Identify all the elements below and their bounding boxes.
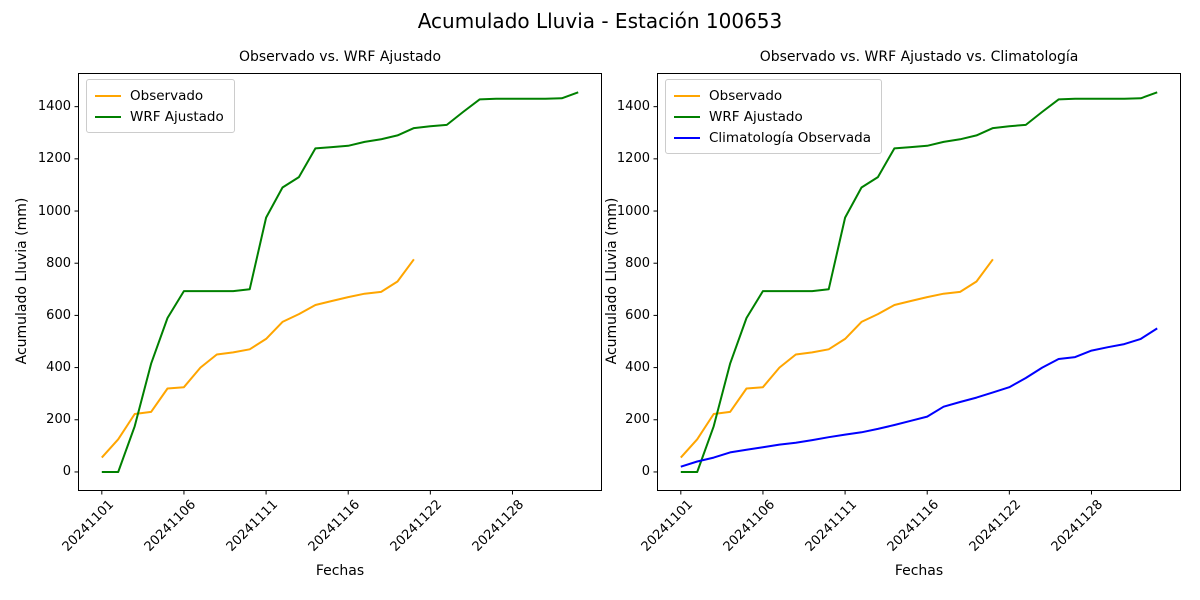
- left-chart-plot-frame: [78, 73, 602, 491]
- y-tick-label: 0: [62, 464, 71, 480]
- y-tick-label: 200: [625, 412, 650, 428]
- x-tick-label: 20241122: [966, 497, 1025, 555]
- right-chart-legend: Observado WRF Ajustado Climatología Observ…: [665, 79, 882, 154]
- right-chart-x-axis-label: Fechas: [894, 563, 944, 579]
- y-tick-label: 1400: [37, 99, 71, 115]
- y-tick-label: 1400: [616, 99, 650, 115]
- y-tick-label: 400: [625, 360, 650, 376]
- legend-line-swatch: [674, 115, 700, 118]
- y-tick-label: 600: [46, 307, 71, 323]
- x-tick-label: 20241106: [720, 497, 778, 555]
- x-tick-label: 20241122: [387, 497, 446, 555]
- legend-line-swatch: [674, 94, 700, 97]
- y-tick-label: 800: [46, 255, 71, 271]
- y-tick-label: 1000: [37, 203, 71, 219]
- left-chart-x-axis-label: Fechas: [315, 563, 365, 579]
- right-chart-title: Observado vs. WRF Ajustado vs. Climatolo…: [759, 49, 1079, 65]
- legend-label: Observado: [709, 87, 783, 104]
- y-tick-label: 0: [641, 464, 650, 480]
- legend-line-swatch: [95, 115, 121, 118]
- y-tick-label: 600: [625, 307, 650, 323]
- series-line-wrf-ajustado: [101, 91, 579, 473]
- x-tick-label: 20241111: [223, 497, 281, 555]
- x-tick-label: 20241116: [884, 497, 943, 555]
- left-chart-legend: Observado WRF Ajustado: [86, 79, 235, 133]
- left-chart-title: Observado vs. WRF Ajustado: [238, 49, 442, 65]
- series-line-observado: [101, 258, 415, 459]
- x-tick-label: 20241101: [638, 497, 696, 555]
- legend-entry: Observado: [674, 85, 871, 106]
- y-tick-label: 200: [46, 412, 71, 428]
- legend-line-swatch: [674, 136, 700, 139]
- y-tick-label: 400: [46, 360, 71, 376]
- x-tick-label: 20241116: [305, 497, 364, 555]
- y-tick-label: 800: [625, 255, 650, 271]
- figure-title: Acumulado Lluvia - Estación 100653: [417, 9, 783, 33]
- y-tick-label: 1000: [616, 203, 650, 219]
- series-line-observado: [680, 258, 994, 459]
- legend-entry: WRF Ajustado: [674, 106, 871, 127]
- legend-line-swatch: [95, 94, 121, 97]
- legend-label: Climatología Observada: [709, 129, 871, 146]
- y-tick-label: 1200: [616, 151, 650, 167]
- y-tick-label: 1200: [37, 151, 71, 167]
- legend-entry: Climatología Observada: [674, 127, 871, 148]
- legend-entry: WRF Ajustado: [95, 106, 224, 127]
- x-tick-label: 20241128: [469, 497, 528, 555]
- series-line-climatolog-a-observada: [680, 327, 1158, 468]
- x-tick-label: 20241111: [802, 497, 860, 555]
- x-tick-label: 20241106: [141, 497, 199, 555]
- legend-entry: Observado: [95, 85, 224, 106]
- x-tick-label: 20241128: [1048, 497, 1107, 555]
- legend-label: WRF Ajustado: [130, 108, 224, 125]
- x-tick-label: 20241101: [59, 497, 117, 555]
- legend-label: WRF Ajustado: [709, 108, 803, 125]
- legend-label: Observado: [130, 87, 204, 104]
